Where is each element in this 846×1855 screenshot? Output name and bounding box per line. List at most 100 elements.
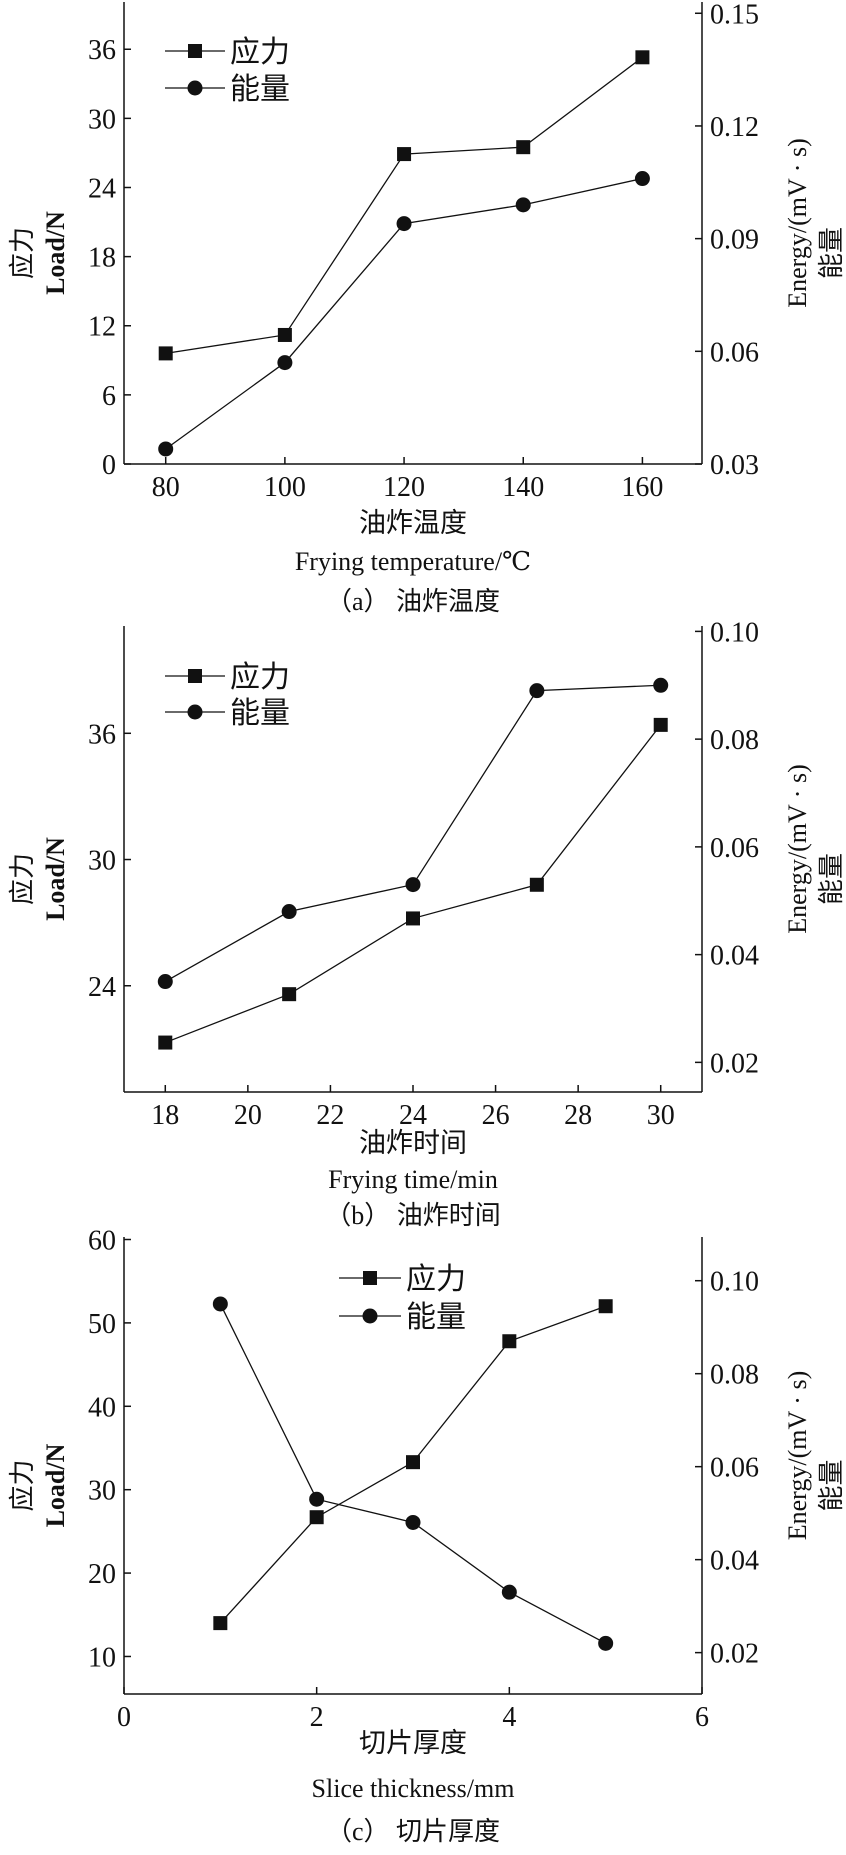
data-point-square bbox=[635, 50, 650, 65]
data-point-square bbox=[529, 877, 544, 892]
data-point-circle bbox=[158, 441, 174, 457]
legend-label: 应力 bbox=[230, 661, 290, 694]
data-point-square bbox=[277, 327, 292, 342]
x-label-cn: 切片厚度 bbox=[359, 1728, 467, 1758]
left-y-tick-label: 18 bbox=[88, 243, 116, 274]
left-y-label-cn: 应力 bbox=[8, 1459, 37, 1511]
data-point-square bbox=[598, 1299, 613, 1314]
x-tick-label: 4 bbox=[502, 1702, 516, 1733]
data-point-square bbox=[406, 1455, 420, 1470]
left-y-tick-label: 30 bbox=[88, 846, 116, 877]
left-y-tick-label: 24 bbox=[88, 173, 116, 204]
data-point-square bbox=[158, 1035, 173, 1050]
left-y-label-cn: 应力 bbox=[8, 853, 37, 905]
right-y-label-en: Energy/(mV · s) bbox=[783, 1371, 812, 1540]
legend-marker-circle bbox=[187, 80, 203, 96]
data-point-square bbox=[213, 1616, 228, 1631]
data-point-circle bbox=[405, 877, 421, 893]
x-label-cn: 油炸温度 bbox=[359, 508, 467, 538]
right-y-tick-label: 0.02 bbox=[710, 1048, 759, 1079]
left-y-tick-label: 0 bbox=[102, 450, 116, 481]
right-y-tick-label: 0.04 bbox=[710, 941, 759, 972]
legend-label: 应力 bbox=[230, 36, 290, 69]
right-y-tick-label: 0.03 bbox=[710, 450, 759, 481]
right-y-tick-label: 0.15 bbox=[710, 0, 759, 30]
x-tick-label: 6 bbox=[695, 1702, 709, 1733]
x-label-en: Slice thickness/mm bbox=[312, 1774, 515, 1803]
left-y-label-en: Load/N bbox=[41, 837, 70, 921]
left-y-tick-label: 60 bbox=[88, 1226, 116, 1257]
right-y-tick-label: 0.04 bbox=[710, 1546, 759, 1577]
legend-marker-square bbox=[363, 1271, 377, 1285]
right-y-label-cn: 能量 bbox=[817, 227, 846, 279]
data-point-circle bbox=[405, 1514, 421, 1530]
x-tick-label: 26 bbox=[482, 1100, 510, 1131]
x-tick-label: 80 bbox=[152, 472, 180, 503]
data-point-circle bbox=[653, 677, 669, 693]
right-y-tick-label: 0.10 bbox=[710, 1267, 759, 1298]
right-y-tick-label: 0.06 bbox=[710, 833, 759, 864]
data-point-square bbox=[397, 147, 412, 162]
x-label-en: Frying temperature/℃ bbox=[295, 547, 531, 576]
right-y-label-en: Energy/(mV · s) bbox=[783, 138, 812, 307]
left-y-tick-label: 24 bbox=[88, 972, 116, 1003]
right-y-label-en: Energy/(mV · s) bbox=[783, 764, 812, 933]
data-point-circle bbox=[212, 1296, 228, 1312]
right-y-tick-label: 0.08 bbox=[710, 725, 759, 756]
left-y-tick-label: 6 bbox=[102, 381, 116, 412]
x-tick-label: 22 bbox=[316, 1100, 344, 1131]
right-y-tick-label: 0.02 bbox=[710, 1639, 759, 1670]
data-point-square bbox=[406, 911, 420, 926]
data-point-square bbox=[158, 346, 173, 361]
x-tick-label: 160 bbox=[621, 472, 663, 503]
series-line-energy bbox=[219, 1303, 606, 1644]
x-tick-label: 30 bbox=[647, 1100, 675, 1131]
legend-marker-circle bbox=[187, 704, 203, 720]
data-point-circle bbox=[529, 683, 545, 699]
left-y-tick-label: 40 bbox=[88, 1392, 116, 1423]
legend-marker-square bbox=[188, 669, 202, 683]
x-tick-label: 120 bbox=[383, 472, 425, 503]
data-point-circle bbox=[157, 974, 173, 990]
legend-label: 应力 bbox=[406, 1263, 466, 1296]
data-point-circle bbox=[277, 355, 293, 371]
data-point-square bbox=[653, 717, 668, 732]
chart-caption: （a） 油炸温度 bbox=[326, 587, 500, 616]
x-tick-label: 0 bbox=[117, 1702, 131, 1733]
chart-b: 18 20 22 24 26 28 30 24 30 36 0.02 0.04 0.06 0.08 0.10… bbox=[8, 617, 846, 1230]
chart-caption: （c） 切片厚度 bbox=[326, 1817, 500, 1846]
data-point-circle bbox=[515, 197, 531, 213]
data-point-square bbox=[502, 1334, 517, 1349]
legend-marker-circle bbox=[362, 1308, 378, 1324]
x-tick-label: 24 bbox=[399, 1100, 427, 1131]
data-point-circle bbox=[396, 216, 412, 232]
right-y-label-cn: 能量 bbox=[817, 853, 846, 905]
legend-label: 能量 bbox=[230, 73, 290, 106]
data-point-square bbox=[516, 140, 531, 155]
right-y-tick-label: 0.09 bbox=[710, 225, 759, 256]
left-y-label-en: Load/N bbox=[41, 1443, 70, 1527]
data-point-circle bbox=[634, 171, 650, 187]
data-point-square bbox=[282, 987, 297, 1002]
data-point-circle bbox=[309, 1491, 325, 1507]
legend-label: 能量 bbox=[230, 697, 290, 730]
chart-a: 80 100 120 140 160 0 6 12 18 24 30 36 0.03 0.06 0.09 0.… bbox=[8, 0, 846, 616]
left-y-tick-label: 10 bbox=[88, 1642, 116, 1673]
left-y-tick-label: 30 bbox=[88, 1476, 116, 1507]
data-point-circle bbox=[598, 1635, 614, 1651]
left-y-tick-label: 36 bbox=[88, 35, 116, 66]
x-tick-label: 28 bbox=[564, 1100, 592, 1131]
legend-label: 能量 bbox=[406, 1301, 466, 1334]
right-y-tick-label: 0.06 bbox=[710, 1453, 759, 1484]
right-y-tick-label: 0.08 bbox=[710, 1360, 759, 1391]
legend-marker-square bbox=[188, 44, 202, 58]
left-y-label-en: Load/N bbox=[41, 211, 70, 295]
data-point-square bbox=[309, 1510, 324, 1525]
right-y-label-cn: 能量 bbox=[817, 1459, 846, 1511]
data-point-circle bbox=[501, 1584, 517, 1600]
left-y-tick-label: 20 bbox=[88, 1559, 116, 1590]
x-tick-label: 20 bbox=[234, 1100, 262, 1131]
x-tick-label: 18 bbox=[151, 1100, 179, 1131]
left-y-tick-label: 50 bbox=[88, 1309, 116, 1340]
